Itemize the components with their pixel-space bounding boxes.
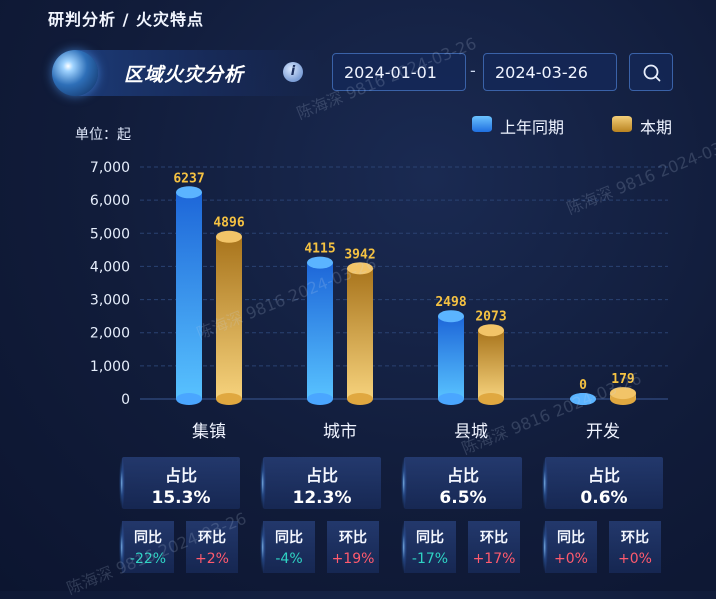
x-category-label: 集镇 bbox=[192, 422, 226, 442]
mom-value: +0% bbox=[618, 551, 652, 567]
share-value: 12.3% bbox=[292, 488, 352, 508]
share-label: 占比 bbox=[446, 466, 479, 485]
share-value: 6.5% bbox=[439, 488, 487, 508]
yoy-value: -17% bbox=[411, 551, 449, 567]
mom-value: +19% bbox=[331, 551, 375, 567]
data-label: 4896 bbox=[213, 216, 244, 231]
y-tick-label: 7,000 bbox=[90, 160, 130, 176]
yoy-value: -22% bbox=[129, 551, 167, 567]
yoy-cell-县城: 同比 -17% bbox=[404, 521, 456, 573]
data-label: 2073 bbox=[475, 309, 506, 324]
bar-chart: 7,000 6,000 5,000 4,000 3,000 2,000 1,000 0 623… bbox=[90, 160, 668, 442]
bar-cap-县城-本期 bbox=[478, 324, 504, 337]
bar-城市-上年同期 bbox=[307, 262, 333, 399]
yoy-cell-开发: 同比 +0% bbox=[545, 521, 597, 573]
share-card-城市: 占比 12.3% bbox=[263, 457, 381, 509]
data-label: 2498 bbox=[435, 295, 466, 310]
share-value: 15.3% bbox=[151, 488, 211, 508]
mom-label: 环比 bbox=[621, 530, 649, 546]
share-label: 占比 bbox=[164, 466, 197, 485]
y-tick-label: 0 bbox=[121, 392, 130, 408]
share-card-开发: 占比 0.6% bbox=[545, 457, 663, 509]
legend-swatch-last-year bbox=[472, 116, 492, 132]
yoy-cell-集镇: 同比 -22% bbox=[122, 521, 174, 573]
bar-cap-城市-上年同期 bbox=[307, 256, 333, 269]
bar-base-县城-本期 bbox=[478, 393, 504, 405]
x-category-label: 城市 bbox=[323, 422, 357, 442]
data-label: 179 bbox=[611, 372, 634, 387]
date-separator: - bbox=[470, 61, 476, 80]
search-icon bbox=[643, 64, 661, 82]
bar-base-城市-本期 bbox=[347, 393, 373, 405]
bar-县城-本期 bbox=[478, 330, 504, 399]
bar-cap-开发-本期 bbox=[610, 387, 636, 400]
mom-cell-开发: 环比 +0% bbox=[609, 521, 661, 573]
bar-城市-本期 bbox=[347, 268, 373, 399]
unit-label: 单位：起 bbox=[75, 127, 131, 143]
mom-cell-集镇: 环比 +2% bbox=[186, 521, 238, 573]
share-card-县城: 占比 6.5% bbox=[404, 457, 522, 509]
x-category-label: 县城 bbox=[454, 422, 488, 442]
legend-label-current: 本期 bbox=[640, 118, 673, 137]
mom-cell-县城: 环比 +17% bbox=[468, 521, 520, 573]
bar-base-集镇-本期 bbox=[216, 393, 242, 405]
y-tick-label: 6,000 bbox=[90, 193, 130, 209]
bar-cap-城市-本期 bbox=[347, 262, 373, 275]
end-date-input[interactable]: 2024-03-26 bbox=[483, 53, 617, 91]
breadcrumb: 研判分析 / 火灾特点 bbox=[48, 10, 204, 29]
yoy-value: -4% bbox=[275, 551, 303, 567]
info-icon[interactable]: i bbox=[283, 62, 303, 82]
start-date-input[interactable]: 2024-01-01 bbox=[332, 53, 466, 91]
mom-label: 环比 bbox=[480, 530, 508, 546]
share-card-集镇: 占比 15.3% bbox=[122, 457, 240, 509]
data-label: 4115 bbox=[304, 242, 335, 257]
y-tick-label: 3,000 bbox=[90, 293, 130, 309]
data-label: 6237 bbox=[173, 171, 204, 186]
mom-label: 环比 bbox=[198, 530, 226, 546]
mom-label: 环比 bbox=[339, 530, 367, 546]
bar-cap-县城-上年同期 bbox=[438, 310, 464, 323]
share-label: 占比 bbox=[587, 466, 620, 485]
bar-cap-开发-上年同期 bbox=[570, 393, 596, 405]
legend-label-last-year: 上年同期 bbox=[500, 118, 565, 137]
bar-base-县城-上年同期 bbox=[438, 393, 464, 405]
mom-cell-城市: 环比 +19% bbox=[327, 521, 379, 573]
yoy-label: 同比 bbox=[416, 530, 444, 546]
bar-cap-集镇-本期 bbox=[216, 230, 242, 243]
bar-县城-上年同期 bbox=[438, 316, 464, 399]
bar-base-城市-上年同期 bbox=[307, 393, 333, 405]
mom-value: +17% bbox=[472, 551, 516, 567]
legend-swatch-current bbox=[612, 116, 632, 132]
data-label: 0 bbox=[579, 378, 587, 393]
mom-value: +2% bbox=[195, 551, 229, 567]
share-value: 0.6% bbox=[580, 488, 628, 508]
y-tick-label: 5,000 bbox=[90, 226, 130, 242]
yoy-cell-城市: 同比 -4% bbox=[263, 521, 315, 573]
y-tick-label: 2,000 bbox=[90, 326, 130, 342]
bar-base-集镇-上年同期 bbox=[176, 393, 202, 405]
x-category-label: 开发 bbox=[586, 422, 620, 442]
y-tick-label: 4,000 bbox=[90, 259, 130, 275]
section-title: 区域火灾分析 bbox=[124, 64, 245, 86]
bar-cap-集镇-上年同期 bbox=[176, 186, 202, 199]
yoy-label: 同比 bbox=[134, 530, 162, 546]
data-label: 3942 bbox=[344, 247, 375, 262]
orb-icon bbox=[52, 50, 98, 96]
search-button[interactable] bbox=[629, 53, 673, 91]
yoy-label: 同比 bbox=[275, 530, 303, 546]
bar-集镇-本期 bbox=[216, 236, 242, 399]
share-label: 占比 bbox=[305, 466, 338, 485]
yoy-value: +0% bbox=[554, 551, 588, 567]
bar-集镇-上年同期 bbox=[176, 192, 202, 399]
yoy-label: 同比 bbox=[557, 530, 585, 546]
y-tick-label: 1,000 bbox=[90, 359, 130, 375]
